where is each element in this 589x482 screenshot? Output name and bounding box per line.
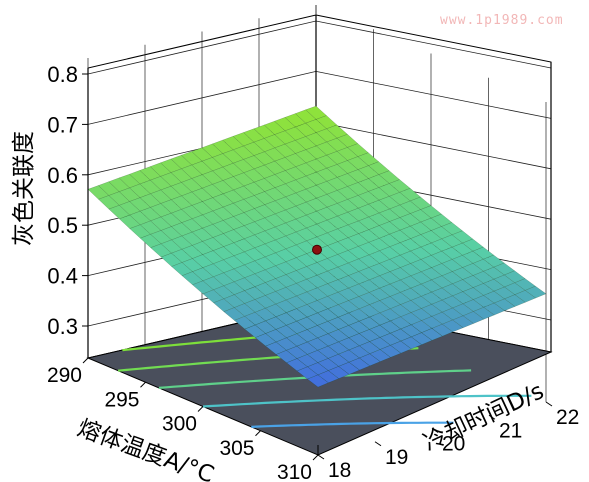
d-tick-label: 22 [556, 406, 579, 429]
z-tick-label: 0.6 [47, 163, 78, 188]
box-edges [87, 62, 552, 455]
z-tick-label: 0.8 [47, 62, 78, 87]
d-tick-mark [431, 428, 439, 433]
d-tick-label: 18 [328, 459, 351, 482]
a-tick-mark [255, 430, 261, 437]
a-tick-mark [140, 381, 146, 388]
a-tick-mark [197, 406, 204, 412]
a-tick-label: 295 [104, 388, 139, 411]
surface-facet [400, 336, 423, 350]
d-tick-mark [374, 441, 382, 447]
watermark: www.1p1989.com [440, 13, 564, 28]
response-surface [87, 105, 547, 388]
a-tick-mark [82, 357, 89, 364]
axis-ticks: 0.3 0.4 0.5 0.6 0.7 0.8 290 295 300 305 310 18 19 20 2… [47, 62, 579, 482]
a-tick-label: 310 [277, 461, 312, 482]
surface-facet [472, 307, 495, 320]
surface-facet [462, 311, 485, 324]
z-tick-label: 0.3 [47, 314, 78, 339]
surface-facet [306, 374, 329, 388]
d-tick-mark [317, 454, 325, 460]
d-tick-mark [488, 414, 496, 420]
center-point [312, 244, 322, 255]
z-tick-label: 0.4 [47, 264, 78, 289]
a-tick-label: 290 [47, 364, 82, 387]
d-tick-label: 20 [442, 433, 465, 456]
z-axis-label: 灰色关联度 [11, 131, 37, 246]
d-tick-mark [545, 401, 553, 407]
z-tick-label: 0.5 [47, 213, 78, 238]
d-tick-label: 19 [385, 446, 408, 469]
surface-facet [483, 302, 506, 316]
a-tick-mark [312, 454, 319, 461]
d-tick-label: 21 [499, 419, 522, 442]
surface-facet [452, 315, 475, 328]
contour-line [251, 421, 454, 428]
z-tick-label: 0.7 [47, 112, 78, 137]
contour-line [202, 394, 532, 408]
a-tick-label: 305 [219, 437, 254, 460]
a-tick-label: 300 [162, 413, 197, 436]
